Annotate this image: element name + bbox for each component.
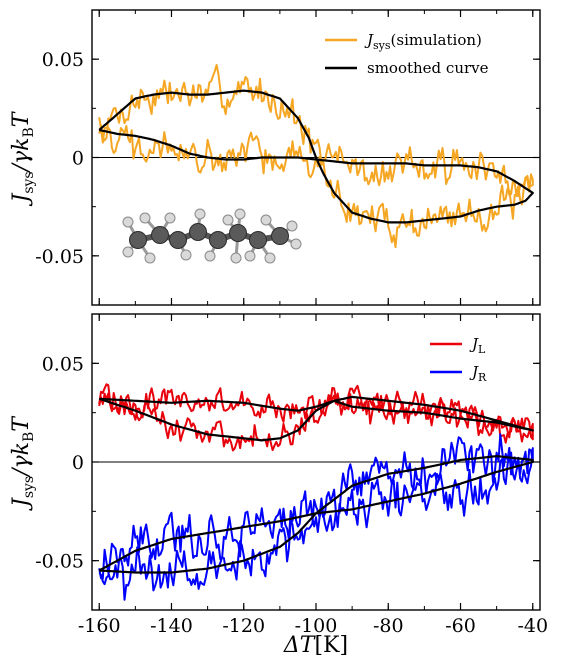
carbon-atom bbox=[249, 231, 267, 249]
legend-label: smoothed curve bbox=[367, 59, 489, 77]
y-axis-label: Jsys/γkBT bbox=[9, 110, 37, 206]
carbon-atom bbox=[169, 231, 187, 249]
carbon-atom bbox=[209, 231, 227, 249]
carbon-atom bbox=[229, 224, 247, 242]
y-tick-label: 0 bbox=[72, 148, 84, 170]
y-tick-label: -0.05 bbox=[35, 246, 84, 268]
hydrogen-atom bbox=[290, 238, 302, 250]
smoothed curve-smoothed-line bbox=[98, 89, 534, 224]
carbon-atom bbox=[151, 226, 169, 244]
y-tick-label: 0.05 bbox=[42, 49, 84, 71]
hydrogen-atom bbox=[194, 208, 206, 220]
legend-label: JR bbox=[469, 363, 487, 384]
legend-label: JL bbox=[469, 335, 486, 356]
hydrogen-atom bbox=[204, 250, 216, 262]
molecule-image bbox=[122, 208, 302, 264]
hydrogen-atom bbox=[260, 214, 272, 226]
legend-label: Jsys(simulation) bbox=[364, 31, 482, 52]
jsys-simulation-line bbox=[98, 64, 534, 249]
x-axis-label: ΔT[K] bbox=[283, 633, 348, 658]
legend: Jsys(simulation) smoothed curve bbox=[325, 31, 489, 77]
x-tick-label: -40 bbox=[517, 615, 548, 637]
JL-smoothed-line bbox=[98, 395, 534, 442]
carbon-atom bbox=[189, 223, 207, 241]
x-tick-label: -120 bbox=[222, 615, 265, 637]
x-tick-label: -100 bbox=[295, 615, 338, 637]
y-tick-label: 0 bbox=[72, 452, 84, 474]
hydrogen-atom bbox=[164, 212, 176, 224]
JR-smoothed-line bbox=[98, 455, 534, 574]
y-tick-label: -0.05 bbox=[35, 551, 84, 573]
y-tick-label: 0.05 bbox=[42, 353, 84, 375]
x-tick-label: -80 bbox=[373, 615, 404, 637]
hydrogen-atom bbox=[244, 250, 256, 262]
x-tick-label: -60 bbox=[445, 615, 476, 637]
JL-line bbox=[98, 383, 534, 452]
hydrogen-atom bbox=[222, 214, 234, 226]
hydrogen-atom bbox=[122, 246, 134, 258]
x-tick-label: -140 bbox=[150, 615, 193, 637]
bottom-panel: -160 -140 -120 -100 -80 -60 -40 0.05 0 -0.05 Jsys/… bbox=[9, 313, 548, 658]
hydrogen-atom bbox=[286, 220, 298, 232]
top-panel: 0.05 0 -0.05 Jsys/γkBT Jsys(simulation) smoot… bbox=[9, 9, 541, 306]
hydrogen-atom bbox=[122, 216, 134, 228]
hydrogen-atom bbox=[264, 252, 276, 264]
hydrogen-atom bbox=[139, 212, 151, 224]
carbon-atom bbox=[129, 231, 147, 249]
carbon-atom bbox=[271, 227, 289, 245]
legend: JL JR bbox=[430, 335, 487, 384]
hydrogen-atom bbox=[180, 249, 192, 261]
JR-line bbox=[98, 433, 534, 601]
hydrogen-atom bbox=[230, 252, 242, 264]
hydrogen-atom bbox=[234, 208, 246, 220]
y-axis-label: Jsys/γkBT bbox=[9, 415, 37, 511]
x-tick-label: -160 bbox=[78, 615, 121, 637]
hydrogen-atom bbox=[144, 252, 156, 264]
